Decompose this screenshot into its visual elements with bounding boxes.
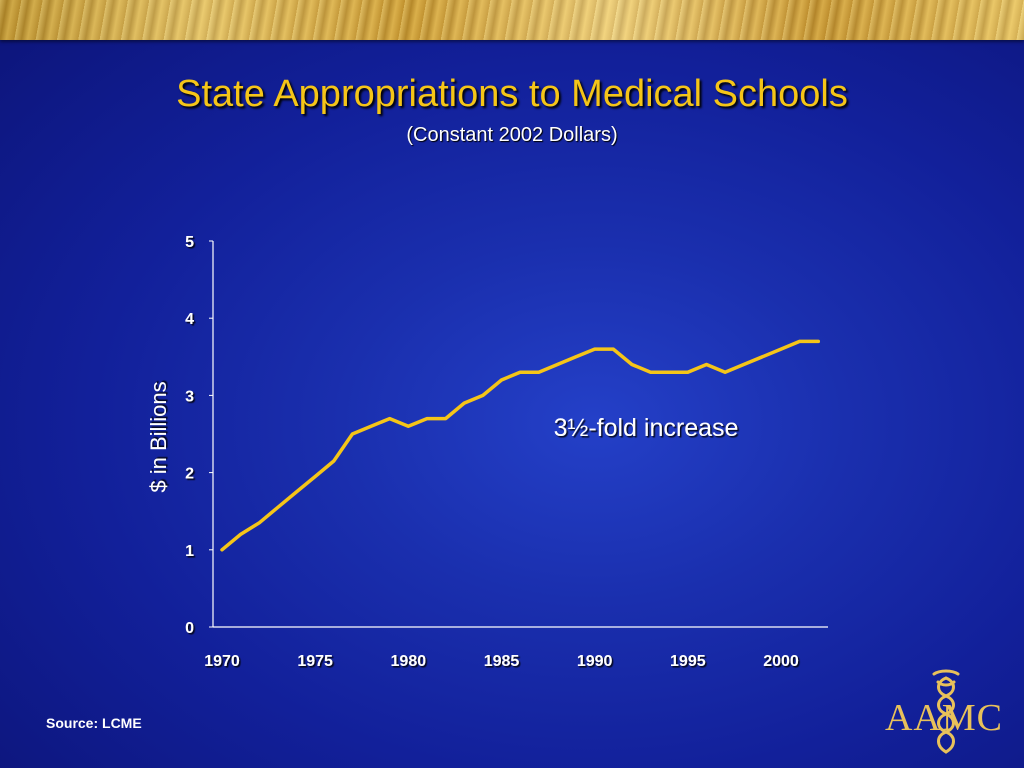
x-tick-label: 1980 [391,653,427,670]
x-tick-label: 1990 [577,653,613,670]
series-group [220,339,821,552]
slide-title: State Appropriations to Medical Schools [176,73,848,115]
y-tick-label: 2 [185,466,194,483]
caduceus-icon [932,669,960,754]
chart-annotation: 3½-fold increase [554,414,739,442]
decorative-gold-band [0,0,1024,40]
y-tick-label: 0 [185,620,194,637]
y-tick-label: 5 [185,234,194,251]
x-tick-label: 1995 [670,653,706,670]
x-tick-label: 2000 [763,653,799,670]
y-tick-labels: 0 1 2 3 4 5 [185,234,213,637]
logo-text: AAMC [885,697,1003,739]
series-line-0 [220,339,821,552]
aamc-logo: AAMC [885,669,1003,754]
y-tick-label: 3 [185,388,194,405]
x-tick-label: 1985 [484,653,520,670]
y-axis-label: $ in Billions [146,381,171,492]
slide-subtitle: (Constant 2002 Dollars) [406,124,618,146]
x-tick-labels: 1970 1975 1980 1985 1990 1995 2000 [204,653,799,670]
source-note: Source: LCME [46,715,142,731]
y-tick-label: 4 [185,311,194,328]
x-tick-label: 1975 [297,653,333,670]
y-tick-label: 1 [185,543,194,560]
x-tick-label: 1970 [204,653,240,670]
